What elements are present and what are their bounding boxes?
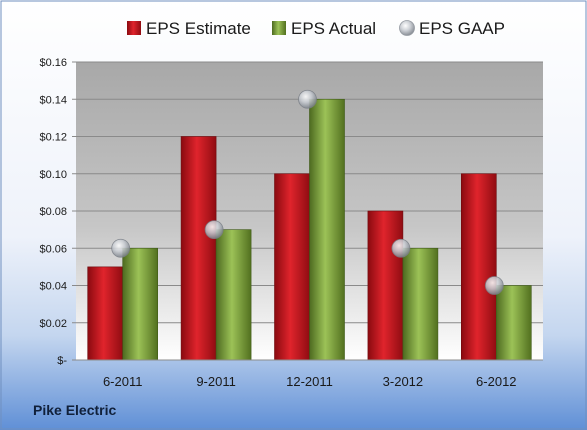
y-tick-label: $0.14 [39,94,67,106]
y-tick-label: $0.08 [39,206,67,218]
legend-swatch-eps-actual [272,21,286,35]
y-tick-label: $0.16 [39,57,67,69]
bar-eps-actual [309,98,345,361]
y-tick-label: $0.06 [39,243,67,255]
x-tick-label: 6-2012 [476,374,516,389]
bar-eps-estimate [87,266,123,361]
company-name: Pike Electric [33,402,116,418]
marker-eps-gaap [298,89,317,109]
bar-eps-actual [215,229,252,361]
marker-eps-gaap [204,220,224,240]
marker-eps-gaap [391,238,411,258]
bar-eps-estimate [180,136,217,361]
legend-label-eps-actual: EPS Actual [291,19,376,38]
x-tick-label: 9-2011 [196,374,236,389]
legend-swatch-eps-estimate [127,21,141,35]
bar-eps-actual [402,247,439,361]
bar-eps-estimate [274,173,310,361]
x-tick-label: 12-2011 [286,374,333,389]
y-axis-ticks: $0.16 $0.14 $0.12 $0.10 $0.08 $0.06 $0.04 $0.02… [39,57,76,367]
bar-eps-actual [495,285,532,361]
bar-eps-actual [122,247,158,361]
x-axis-ticks: 6-2011 9-2011 12-2011 3-2012 6-2012 [103,374,517,389]
bar-eps-estimate [460,173,497,361]
y-tick-label: $- [57,355,67,367]
legend-label-eps-estimate: EPS Estimate [146,19,251,38]
gaap-markers [111,89,504,295]
legend: EPS Estimate EPS Actual EPS GAAP [127,19,505,38]
y-tick-label: $0.12 [39,132,67,144]
x-tick-label: 3-2012 [383,374,423,389]
y-tick-label: $0.10 [39,169,67,181]
y-tick-label: $0.04 [39,281,67,293]
marker-eps-gaap [111,238,131,258]
y-tick-label: $0.02 [39,318,67,330]
bars [87,98,532,361]
marker-eps-gaap [484,276,504,295]
x-tick-label: 6-2011 [103,374,143,389]
bar-eps-estimate [367,210,404,361]
legend-label-eps-gaap: EPS GAAP [419,19,505,38]
legend-swatch-eps-gaap [399,20,415,36]
